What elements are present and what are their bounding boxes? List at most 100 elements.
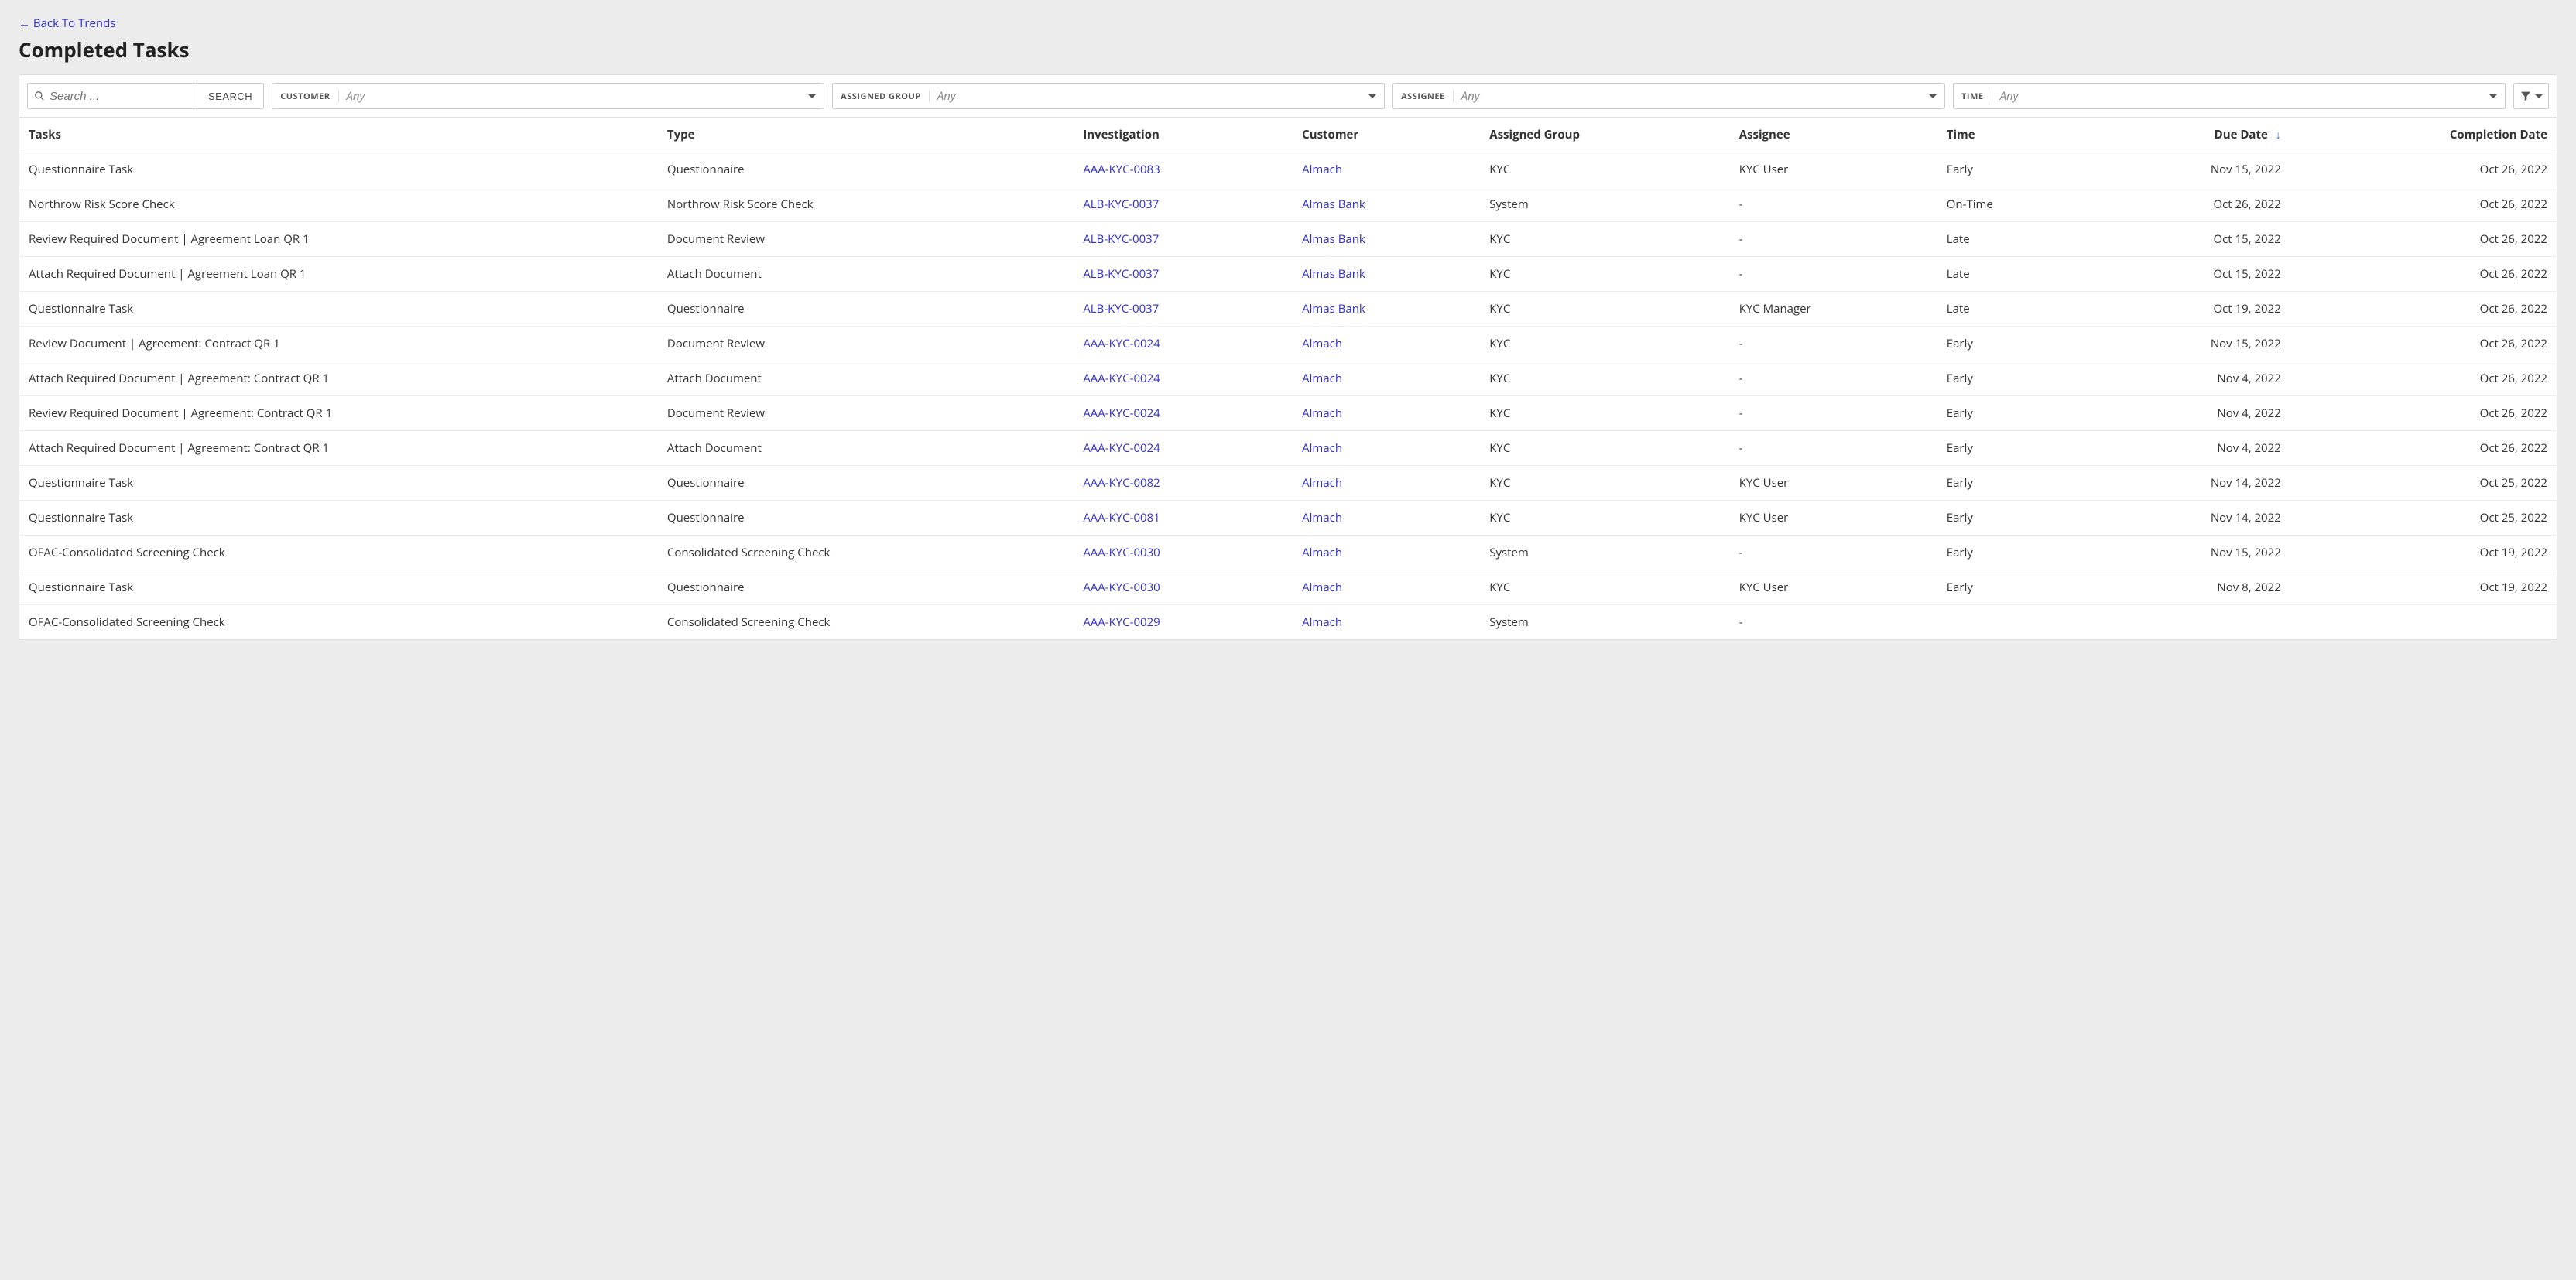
cell-completion-date: Oct 26, 2022 [2290, 222, 2557, 257]
cell-assigned-group: System [1480, 187, 1729, 222]
cell-completion-date: Oct 25, 2022 [2290, 501, 2557, 536]
cell-time: Early [1937, 536, 2087, 570]
cell-assignee: KYC User [1730, 152, 1937, 187]
cell-investigation-link[interactable]: AAA-KYC-0024 [1083, 440, 1160, 456]
filter-time[interactable]: TIME Any [1953, 83, 2506, 109]
cell-time: Late [1937, 292, 2087, 327]
cell-customer-link[interactable]: Almach [1302, 614, 1342, 630]
cell-time: Early [1937, 361, 2087, 396]
cell-completion-date: Oct 26, 2022 [2290, 257, 2557, 292]
cell-assigned-group: KYC [1480, 152, 1729, 187]
search-input[interactable] [50, 90, 190, 103]
col-customer[interactable]: Customer [1293, 118, 1480, 152]
table-row: Questionnaire TaskQuestionnaireAAA-KYC-0… [19, 152, 2557, 187]
cell-investigation-link[interactable]: ALB-KYC-0037 [1083, 301, 1159, 317]
cell-investigation: AAA-KYC-0024 [1074, 361, 1293, 396]
search-button[interactable]: SEARCH [197, 83, 264, 109]
cell-assigned-group: KYC [1480, 501, 1729, 536]
cell-assignee: KYC User [1730, 466, 1937, 501]
cell-investigation-link[interactable]: ALB-KYC-0037 [1083, 266, 1159, 282]
cell-investigation-link[interactable]: AAA-KYC-0029 [1083, 614, 1160, 630]
filter-assignee[interactable]: ASSIGNEE Any [1392, 83, 1945, 109]
col-due-date[interactable]: Due Date ↓ [2086, 118, 2290, 152]
cell-due-date: Nov 15, 2022 [2086, 536, 2290, 570]
cell-due-date: Oct 15, 2022 [2086, 222, 2290, 257]
table-row: Review Document | Agreement: Contract QR… [19, 327, 2557, 361]
search-group: SEARCH [27, 83, 264, 109]
col-completion-date[interactable]: Completion Date [2290, 118, 2557, 152]
cell-investigation-link[interactable]: ALB-KYC-0037 [1083, 231, 1159, 247]
table-row: Questionnaire TaskQuestionnaireAAA-KYC-0… [19, 570, 2557, 605]
cell-customer-link[interactable]: Almas Bank [1302, 301, 1365, 317]
cell-completion-date: Oct 19, 2022 [2290, 570, 2557, 605]
cell-customer-link[interactable]: Almas Bank [1302, 231, 1365, 247]
cell-investigation-link[interactable]: AAA-KYC-0024 [1083, 406, 1160, 421]
cell-task: Questionnaire Task [19, 570, 658, 605]
cell-due-date: Nov 15, 2022 [2086, 327, 2290, 361]
filter-time-value: Any [2000, 88, 2489, 104]
table-row: Questionnaire TaskQuestionnaireAAA-KYC-0… [19, 466, 2557, 501]
cell-assignee: KYC User [1730, 501, 1937, 536]
cell-investigation-link[interactable]: AAA-KYC-0083 [1083, 162, 1160, 177]
cell-time: Late [1937, 222, 2087, 257]
cell-type: Questionnaire [658, 292, 1074, 327]
cell-customer: Almach [1293, 501, 1480, 536]
cell-customer-link[interactable]: Almach [1302, 162, 1342, 177]
search-box[interactable] [27, 83, 197, 109]
cell-investigation: AAA-KYC-0030 [1074, 570, 1293, 605]
cell-investigation: AAA-KYC-0081 [1074, 501, 1293, 536]
cell-completion-date: Oct 26, 2022 [2290, 327, 2557, 361]
cell-investigation-link[interactable]: AAA-KYC-0030 [1083, 545, 1160, 560]
cell-customer-link[interactable]: Almach [1302, 545, 1342, 560]
back-link-label: Back To Trends [33, 15, 116, 31]
page-title: Completed Tasks [19, 36, 2557, 63]
col-time[interactable]: Time [1937, 118, 2087, 152]
cell-assignee: - [1730, 396, 1937, 431]
cell-assigned-group: KYC [1480, 222, 1729, 257]
cell-investigation-link[interactable]: AAA-KYC-0081 [1083, 510, 1160, 525]
cell-customer-link[interactable]: Almach [1302, 371, 1342, 386]
more-filters-button[interactable] [2513, 83, 2549, 109]
cell-time: Late [1937, 257, 2087, 292]
cell-customer-link[interactable]: Almach [1302, 580, 1342, 595]
cell-completion-date: Oct 26, 2022 [2290, 361, 2557, 396]
cell-investigation: ALB-KYC-0037 [1074, 222, 1293, 257]
table-row: Review Required Document | Agreement Loa… [19, 222, 2557, 257]
cell-completion-date: Oct 19, 2022 [2290, 536, 2557, 570]
col-assignee[interactable]: Assignee [1730, 118, 1937, 152]
cell-due-date: Nov 8, 2022 [2086, 570, 2290, 605]
cell-time: Early [1937, 501, 2087, 536]
cell-investigation-link[interactable]: AAA-KYC-0082 [1083, 475, 1160, 491]
cell-customer-link[interactable]: Almach [1302, 475, 1342, 491]
cell-due-date: Nov 4, 2022 [2086, 396, 2290, 431]
col-investigation[interactable]: Investigation [1074, 118, 1293, 152]
col-tasks[interactable]: Tasks [19, 118, 658, 152]
cell-type: Consolidated Screening Check [658, 536, 1074, 570]
cell-investigation-link[interactable]: ALB-KYC-0037 [1083, 197, 1159, 212]
cell-customer-link[interactable]: Almach [1302, 406, 1342, 421]
cell-customer-link[interactable]: Almas Bank [1302, 266, 1365, 282]
cell-assigned-group: KYC [1480, 466, 1729, 501]
cell-customer: Almas Bank [1293, 257, 1480, 292]
table-row: OFAC-Consolidated Screening CheckConsoli… [19, 605, 2557, 640]
table-row: Questionnaire TaskQuestionnaireALB-KYC-0… [19, 292, 2557, 327]
filter-customer[interactable]: CUSTOMER Any [272, 83, 824, 109]
cell-customer-link[interactable]: Almach [1302, 336, 1342, 351]
chevron-down-icon [808, 94, 816, 98]
cell-investigation-link[interactable]: AAA-KYC-0024 [1083, 371, 1160, 386]
back-to-trends-link[interactable]: ← Back To Trends [19, 15, 115, 31]
cell-completion-date: Oct 26, 2022 [2290, 396, 2557, 431]
cell-investigation: AAA-KYC-0024 [1074, 431, 1293, 466]
cell-customer-link[interactable]: Almach [1302, 440, 1342, 456]
cell-customer: Almas Bank [1293, 187, 1480, 222]
col-type[interactable]: Type [658, 118, 1074, 152]
cell-customer-link[interactable]: Almach [1302, 510, 1342, 525]
filter-assignee-value: Any [1461, 88, 1929, 104]
cell-investigation-link[interactable]: AAA-KYC-0024 [1083, 336, 1160, 351]
cell-assignee: - [1730, 431, 1937, 466]
cell-customer-link[interactable]: Almas Bank [1302, 197, 1365, 212]
col-assigned-group[interactable]: Assigned Group [1480, 118, 1729, 152]
cell-investigation-link[interactable]: AAA-KYC-0030 [1083, 580, 1160, 595]
filter-assigned-group[interactable]: ASSIGNED GROUP Any [832, 83, 1385, 109]
cell-task: Questionnaire Task [19, 501, 658, 536]
